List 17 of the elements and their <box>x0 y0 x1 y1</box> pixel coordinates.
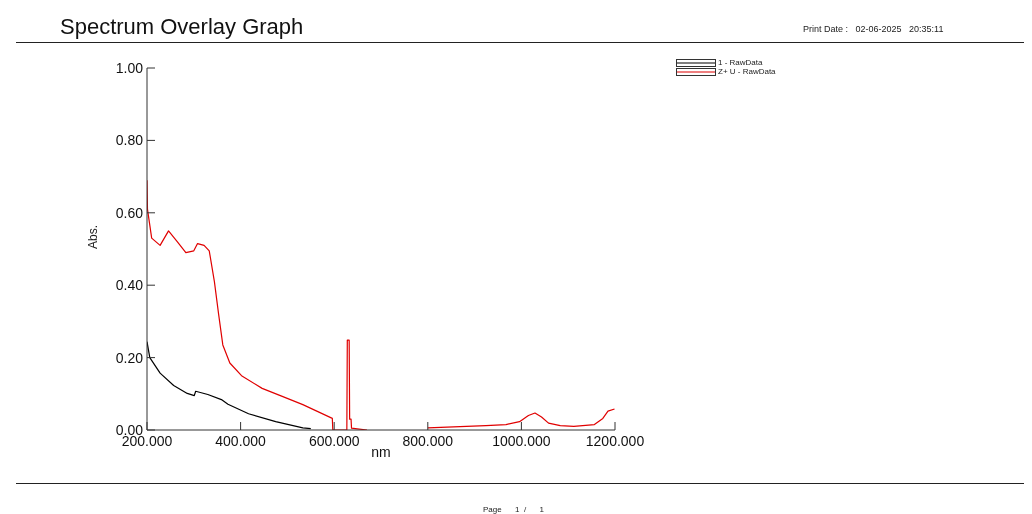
x-tick-label: 800.000 <box>402 432 454 449</box>
x-tick-label: 1000.000 <box>492 432 551 449</box>
x-axis-title: nm <box>371 443 391 460</box>
text: Page 1 / 1 <box>483 505 544 514</box>
legend-label: Z+ U - RawData <box>718 67 776 76</box>
chart-title: Spectrum Overlay Graph <box>60 14 304 40</box>
x-tick-label: 600.000 <box>308 432 360 449</box>
legend-label: 1 - RawData <box>718 58 763 67</box>
y-tick-label: 0.20 <box>115 349 144 366</box>
y-tick-label: 0.60 <box>115 204 144 221</box>
y-tick-label: 1.00 <box>115 59 144 76</box>
x-tick-label: 400.000 <box>215 432 267 449</box>
y-tick-label: 0.40 <box>115 277 144 294</box>
text: Print Date : 02-06-2025 20:35:11 <box>803 24 944 34</box>
y-axis-title: Abs. <box>86 224 101 249</box>
x-tick-label: 1200.000 <box>585 432 645 449</box>
y-tick-label: 0.80 <box>115 132 144 149</box>
